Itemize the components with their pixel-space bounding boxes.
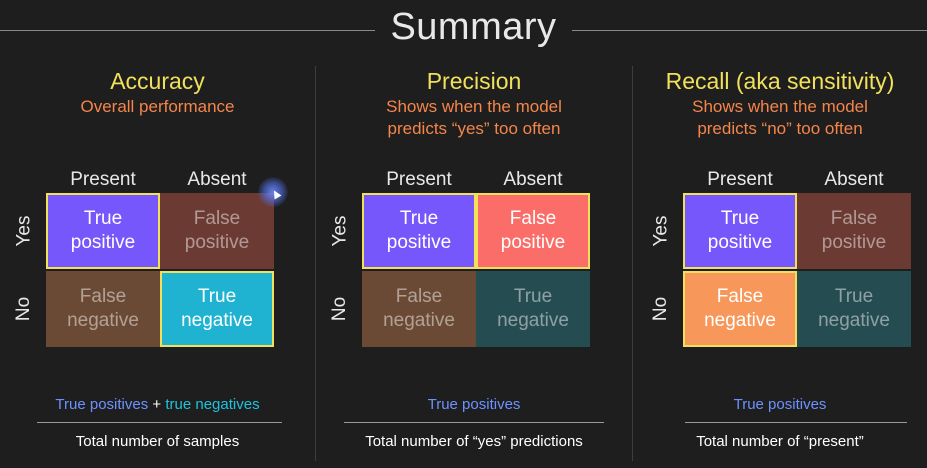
cell-false-negative: False negative — [683, 271, 797, 347]
numerator-true-negatives: true negatives — [165, 396, 260, 413]
cell-false-positive: False positive — [160, 193, 274, 269]
row-header-no: No — [643, 271, 679, 347]
cell-line: positive — [386, 232, 452, 253]
numerator-true-positives: True positives — [733, 396, 827, 413]
cell-line: False — [716, 286, 764, 307]
cell-line: negative — [181, 310, 253, 331]
cell-true-negative: True negative — [160, 271, 274, 347]
col-header-present: Present — [386, 169, 452, 190]
row-header-no-label: No — [328, 296, 350, 322]
panel-accuracy: Accuracy Overall performance Present Abs… — [0, 0, 315, 468]
row-header-yes-label: Yes — [650, 215, 671, 247]
cell-line: positive — [707, 232, 773, 253]
cell-line: positive — [500, 232, 566, 253]
cell-line: True — [834, 286, 874, 307]
cell-line: False — [830, 208, 878, 229]
panel-recall: Recall (aka sensitivity) Shows when the … — [633, 0, 927, 468]
slide-title: Summary — [390, 6, 557, 48]
column-divider — [632, 66, 633, 461]
cursor-highlight — [258, 177, 288, 207]
panel-subtitle-line: Shows when the model — [386, 97, 562, 116]
cell-false-negative: False negative — [362, 271, 476, 347]
row-header-no: No — [6, 271, 42, 347]
formula-numerator: True positives — [316, 396, 632, 413]
fraction-bar — [37, 422, 282, 423]
panel-subtitle-line: predicts “no” too often — [697, 119, 863, 138]
col-header-absent: Absent — [187, 169, 247, 190]
cell-line: True — [513, 286, 553, 307]
panel-title: Recall (aka sensitivity) — [665, 68, 895, 94]
panel-precision: Precision Shows when the model predicts … — [316, 0, 632, 468]
row-header-yes-label: Yes — [13, 215, 34, 247]
panel-title: Accuracy — [110, 68, 205, 94]
cell-line: negative — [383, 310, 455, 331]
cell-line: True — [197, 286, 237, 307]
col-header-absent: Absent — [503, 169, 563, 190]
cell-true-positive: True positive — [46, 193, 160, 269]
panel-subtitle: Shows when the model predicts “no” too o… — [633, 96, 927, 140]
formula-denominator: Total number of “present” — [696, 433, 864, 450]
panel-subtitle: Overall performance — [0, 96, 315, 118]
row-header-yes: Yes — [643, 193, 679, 269]
title-row: Summary — [0, 0, 927, 60]
col-header-present: Present — [70, 169, 136, 190]
title-rule-right — [572, 30, 927, 31]
cell-line: False — [509, 208, 557, 229]
cell-false-positive: False positive — [797, 193, 911, 269]
panel-subtitle-line: Shows when the model — [692, 97, 868, 116]
row-header-no-label: No — [649, 296, 671, 322]
row-header-yes-label: Yes — [329, 215, 350, 247]
row-header-no-label: No — [12, 296, 34, 322]
cell-line: negative — [497, 310, 569, 331]
formula-numerator: True positives + true negatives — [0, 396, 315, 413]
cell-line: False — [79, 286, 127, 307]
row-header-no: No — [322, 271, 358, 347]
panel-subtitle-line: predicts “yes” too often — [387, 119, 561, 138]
title-rule-left — [0, 30, 375, 31]
cell-true-positive: True positive — [683, 193, 797, 269]
fraction-bar — [344, 422, 604, 423]
cell-true-positive: True positive — [362, 193, 476, 269]
panel-title: Precision — [426, 68, 522, 94]
numerator-plus: + — [148, 396, 166, 413]
numerator-true-positives: True positives — [427, 396, 521, 413]
cell-false-negative: False negative — [46, 271, 160, 347]
panel-subtitle-line: Overall performance — [80, 97, 235, 116]
cell-line: False — [193, 208, 241, 229]
cell-true-negative: True negative — [476, 271, 590, 347]
fraction-bar — [685, 422, 907, 423]
formula-numerator: True positives — [633, 396, 927, 413]
cell-line: True — [720, 208, 760, 229]
formula-denominator: Total number of “yes” predictions — [365, 433, 583, 450]
col-header-absent: Absent — [824, 169, 884, 190]
cell-line: negative — [818, 310, 890, 331]
cell-line: True — [83, 208, 123, 229]
cell-line: negative — [704, 310, 776, 331]
row-header-yes: Yes — [322, 193, 358, 269]
formula-denominator: Total number of samples — [75, 433, 240, 450]
cell-false-positive: False positive — [476, 193, 590, 269]
cell-line: positive — [70, 232, 136, 253]
numerator-true-positives: True positives — [55, 396, 149, 413]
cell-true-negative: True negative — [797, 271, 911, 347]
column-divider — [315, 66, 316, 461]
cell-line: positive — [184, 232, 250, 253]
panel-subtitle: Shows when the model predicts “yes” too … — [316, 96, 632, 140]
col-header-present: Present — [707, 169, 773, 190]
cell-line: True — [399, 208, 439, 229]
cell-line: False — [395, 286, 443, 307]
cell-line: negative — [67, 310, 139, 331]
cell-line: positive — [821, 232, 887, 253]
row-header-yes: Yes — [6, 193, 42, 269]
